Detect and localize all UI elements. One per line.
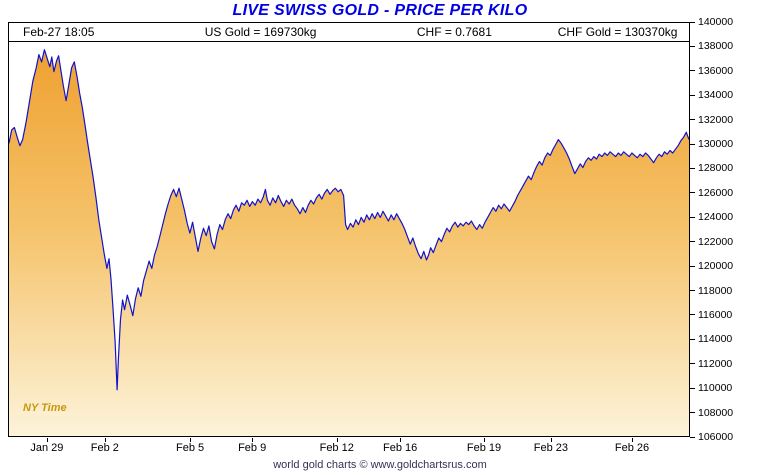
y-axis-label: 140000 (698, 16, 734, 28)
x-axis-tick (104, 438, 106, 442)
y-axis-tick (690, 241, 695, 243)
y-axis-label: 120000 (698, 260, 734, 273)
y-axis-tick (690, 338, 695, 340)
y-axis-tick (690, 192, 695, 194)
y-axis-tick (690, 363, 695, 365)
header-us-gold: US Gold = 169730kg (204, 25, 317, 39)
y-axis-tick (690, 143, 695, 145)
y-axis-label: 124000 (698, 211, 734, 224)
y-axis-label: 122000 (698, 235, 734, 248)
x-axis: Jan 29 Feb 2 Feb 5 Feb 9 Feb 12 Feb 16 Feb 19 F… (8, 438, 690, 456)
ny-time-label: NY Time (23, 402, 67, 414)
x-axis-tick (336, 438, 338, 442)
x-axis-label: Feb 26 (614, 442, 650, 454)
y-axis-label: 118000 (698, 284, 733, 297)
y-axis-label: 106000 (698, 431, 734, 443)
x-axis-label: Feb 2 (90, 442, 119, 454)
x-axis-label: Feb 23 (533, 442, 568, 454)
y-axis-tick (690, 45, 695, 47)
x-axis-tick (484, 438, 486, 442)
y-axis-label: 114000 (698, 333, 733, 346)
x-axis-tick (252, 438, 254, 442)
y-axis-label: 126000 (698, 186, 734, 199)
header-chf-gold: CHF Gold = 130370kg (557, 25, 678, 39)
x-axis-label: Jan 29 (30, 442, 64, 454)
y-axis-tick (690, 314, 695, 316)
y-axis-label: 136000 (698, 64, 734, 77)
y-axis-tick (690, 290, 695, 292)
y-axis-tick (690, 387, 695, 389)
chart-title: LIVE SWISS GOLD - PRICE PER KILO (232, 2, 528, 19)
x-axis-label: Feb 9 (238, 442, 267, 454)
y-axis-tick (690, 94, 695, 96)
x-axis-tick (46, 438, 48, 442)
price-line (9, 49, 689, 391)
y-axis-label: 110000 (698, 382, 733, 395)
x-axis-label: Feb 19 (466, 442, 502, 454)
y-axis-tick (690, 436, 695, 438)
y-axis-tick (690, 22, 695, 23)
x-axis-tick (190, 438, 192, 442)
y-axis-label: 134000 (698, 89, 734, 102)
y-axis-tick (690, 412, 695, 414)
y-axis-label: 130000 (698, 138, 734, 151)
y-axis-tick (690, 70, 695, 72)
y-axis-tick (690, 216, 695, 218)
y-axis-label: 138000 (698, 40, 734, 53)
x-axis-tick (550, 438, 552, 442)
x-axis-label: Feb 5 (176, 442, 205, 454)
y-axis-label: 128000 (698, 162, 734, 175)
y-axis-label: 132000 (698, 113, 734, 126)
y-axis-tick (690, 167, 695, 169)
x-axis-label: Feb 16 (383, 442, 418, 454)
header-datetime: Feb-27 18:05 (23, 25, 95, 39)
area-fill (9, 49, 689, 436)
y-axis-tick (690, 265, 695, 267)
header-divider (9, 41, 689, 42)
price-area-chart (9, 49, 689, 436)
x-axis-tick (632, 438, 634, 442)
x-axis-tick (400, 438, 402, 442)
y-axis: 140000 138000 136000 134000 132000 130000 1280… (690, 16, 760, 443)
y-axis-tick (690, 119, 695, 121)
x-axis-label: Feb 12 (319, 442, 354, 454)
chart-header: Feb-27 18:05 US Gold = 169730kg CHF = 0.… (9, 23, 689, 41)
plot-area: Feb-27 18:05 US Gold = 169730kg CHF = 0.… (8, 22, 690, 437)
y-axis-label: 116000 (698, 308, 733, 321)
y-axis-label: 112000 (698, 357, 733, 370)
y-axis-label: 108000 (698, 406, 734, 419)
header-chf-rate: CHF = 0.7681 (416, 25, 492, 39)
footer-credit: world gold charts © www.goldchartsrus.co… (273, 459, 487, 471)
